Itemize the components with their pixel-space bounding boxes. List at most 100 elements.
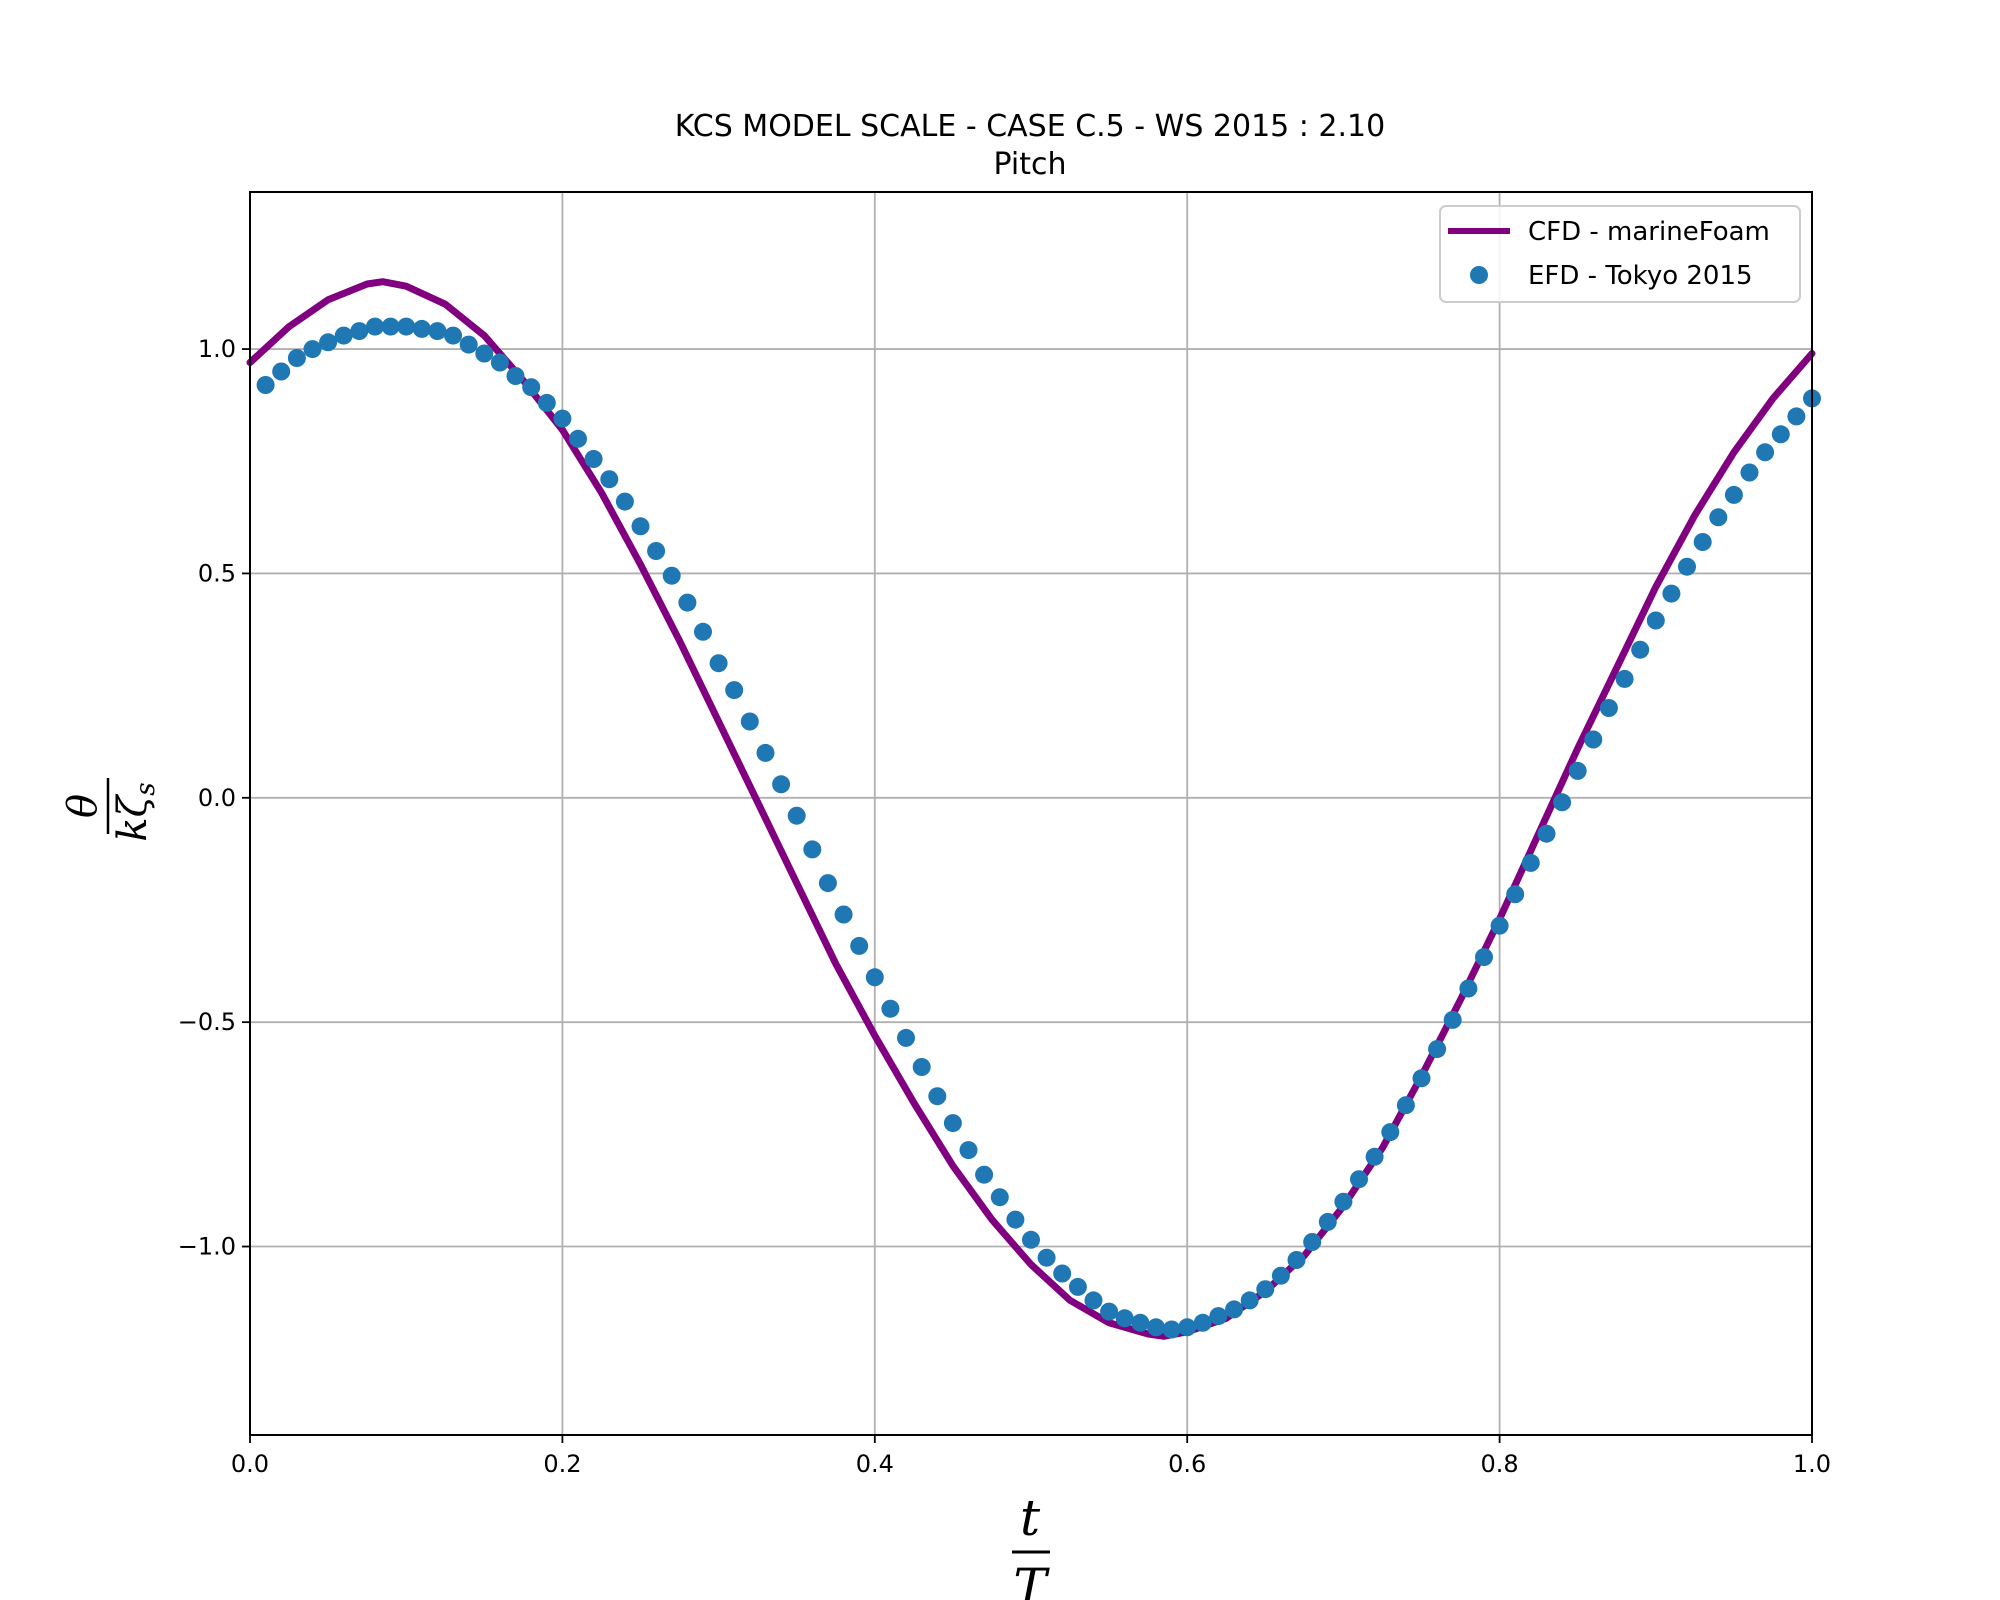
efd-tokyo-point xyxy=(1115,1309,1134,1328)
x-tick-label: 1.0 xyxy=(1793,1450,1831,1478)
y-tick-label: 0.0 xyxy=(198,784,236,812)
efd-tokyo-point xyxy=(1037,1248,1056,1267)
efd-tokyo-point xyxy=(1240,1291,1259,1310)
efd-tokyo-point xyxy=(959,1141,978,1160)
efd-tokyo-point xyxy=(334,326,353,345)
efd-tokyo-point xyxy=(1365,1147,1384,1166)
efd-tokyo-point xyxy=(928,1087,947,1106)
efd-tokyo-point xyxy=(678,593,697,612)
efd-tokyo-point xyxy=(740,712,759,731)
efd-tokyo-point xyxy=(397,317,416,336)
efd-tokyo-point xyxy=(1412,1069,1431,1088)
efd-tokyo-point xyxy=(1756,443,1775,462)
efd-tokyo-point xyxy=(319,333,338,352)
ticks: 0.0 0.2 0.4 0.6 0.8 1.0 −1.0 −0.5 0.0 0.5 1.0 xyxy=(178,335,1831,1478)
efd-tokyo-point xyxy=(1475,948,1493,967)
efd-tokyo-point xyxy=(1771,425,1790,444)
efd-tokyo-point xyxy=(1568,761,1587,780)
y-axis-label: θ kζs xyxy=(60,778,161,842)
y-tick-label: 1.0 xyxy=(198,335,236,363)
efd-tokyo-point xyxy=(428,322,447,341)
efd-tokyo-point xyxy=(381,317,400,336)
efd-tokyo-point xyxy=(1022,1230,1040,1249)
efd-tokyo-point xyxy=(725,681,744,700)
efd-tokyo-point xyxy=(569,429,587,448)
efd-tokyo-point xyxy=(787,806,806,825)
efd-tokyo-point xyxy=(1162,1320,1181,1339)
y-tick-label: 0.5 xyxy=(198,559,236,587)
efd-tokyo-point xyxy=(1787,407,1806,426)
efd-tokyo-point xyxy=(850,936,869,955)
efd-tokyo-point xyxy=(366,317,384,336)
efd-tokyo-point xyxy=(412,319,431,338)
efd-tokyo-point xyxy=(943,1114,962,1133)
efd-tokyo-point xyxy=(1553,793,1572,812)
y-tick-label: −1.0 xyxy=(178,1233,236,1261)
efd-tokyo-point xyxy=(1615,669,1634,688)
efd-tokyo-point xyxy=(584,450,603,468)
efd-tokyo-point xyxy=(1724,485,1743,504)
efd-tokyo-point xyxy=(600,470,619,489)
efd-tokyo-point xyxy=(803,840,822,859)
efd-tokyo-point xyxy=(1271,1266,1290,1285)
efd-tokyo-point xyxy=(1225,1300,1244,1319)
efd-tokyo-point xyxy=(1646,611,1665,630)
efd-tokyo-point xyxy=(865,968,884,987)
efd-tokyo-point xyxy=(1443,1010,1462,1029)
efd-tokyo-point xyxy=(444,326,463,345)
efd-tokyo-point xyxy=(490,353,509,372)
legend: CFD - marineFoam EFD - Tokyo 2015 xyxy=(1439,205,1801,303)
efd-tokyo-point xyxy=(1178,1318,1197,1337)
efd-tokyo-point xyxy=(1521,853,1540,872)
efd-tokyo-point xyxy=(990,1188,1009,1207)
efd-tokyo-point xyxy=(537,393,556,412)
efd-tokyo-point xyxy=(1599,699,1618,717)
efd-tokyo-point xyxy=(1584,730,1603,749)
y-axis-label-denominator: kζs xyxy=(110,782,161,841)
x-tick-label: 0.0 xyxy=(231,1450,269,1478)
efd-tokyo-point xyxy=(350,322,369,341)
x-tick-label: 0.2 xyxy=(543,1450,581,1478)
efd-tokyo-point xyxy=(1053,1264,1072,1283)
efd-tokyo-point xyxy=(1490,916,1509,935)
efd-tokyo-point xyxy=(1662,584,1681,603)
efd-tokyo-point xyxy=(1209,1307,1228,1326)
y-tick-label: −0.5 xyxy=(178,1008,236,1036)
legend-efd-swatch xyxy=(1470,266,1488,284)
efd-tokyo-point xyxy=(912,1058,931,1076)
efd-tokyo-point xyxy=(475,344,494,363)
legend-cfd-label: CFD - marineFoam xyxy=(1528,217,1770,247)
efd-tokyo-point xyxy=(256,376,275,394)
efd-tokyo-point xyxy=(834,905,853,924)
legend-box xyxy=(1439,205,1801,303)
efd-tokyo-point xyxy=(1678,557,1696,576)
x-tick-label: 0.4 xyxy=(856,1450,894,1478)
efd-tokyo-point xyxy=(522,378,541,397)
efd-tokyo-point xyxy=(1693,533,1712,551)
efd-tokyo-point xyxy=(1428,1040,1447,1059)
y-axis-label-numerator: θ xyxy=(60,794,106,818)
efd-tokyo-point xyxy=(272,362,291,381)
efd-tokyo-point xyxy=(1256,1280,1275,1299)
efd-tokyo-point xyxy=(1709,508,1728,527)
grid xyxy=(249,192,1813,1435)
efd-tokyo-point xyxy=(881,999,900,1018)
efd-tokyo-point xyxy=(1100,1302,1119,1321)
efd-tokyo-point xyxy=(303,340,322,359)
efd-tokyo-point xyxy=(1381,1123,1400,1142)
efd-tokyo-point xyxy=(1068,1277,1087,1296)
y-axis-label-denominator-main: kζ xyxy=(110,793,156,841)
efd-tokyo-point xyxy=(694,622,712,641)
efd-tokyo-point xyxy=(553,409,572,428)
efd-tokyo-point xyxy=(1396,1096,1415,1115)
x-axis-label-numerator: t xyxy=(1020,1489,1041,1547)
plot-frame xyxy=(249,191,1813,1436)
efd-tokyo-point xyxy=(818,874,837,893)
efd-tokyo-point xyxy=(975,1165,994,1184)
efd-tokyo-point xyxy=(287,349,306,367)
chart-subtitle: Pitch xyxy=(993,147,1066,182)
efd-tokyo-point xyxy=(506,367,525,385)
efd-tokyo-point xyxy=(1318,1212,1337,1231)
efd-tokyo-point xyxy=(631,517,650,536)
